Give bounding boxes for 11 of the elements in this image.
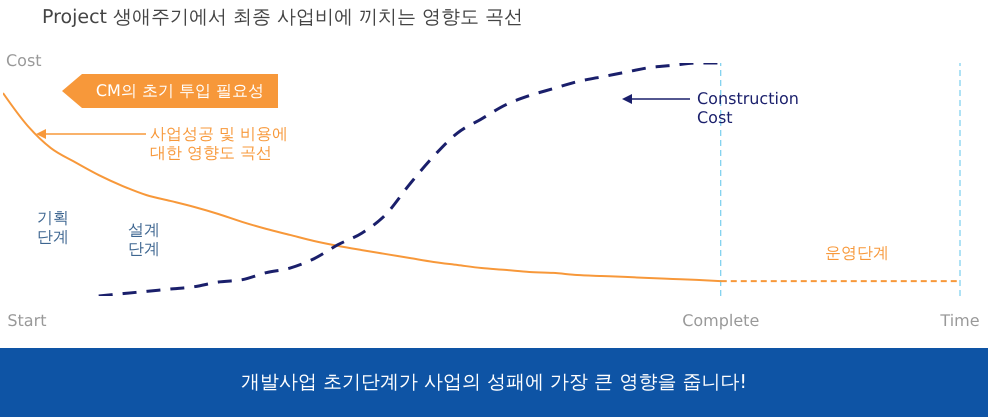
x-tick-label: Complete xyxy=(682,311,760,330)
text: 사업성공 및 비용에 대한 영향도 곡선 xyxy=(150,124,288,162)
annotation: CM의 초기 투입 필요성 xyxy=(94,80,266,102)
annotation: 기획 단계 xyxy=(37,208,69,246)
chart-title: Project 생애주기에서 최종 사업비에 끼치는 영향도 곡선 xyxy=(42,5,524,30)
y-axis-title: Cost xyxy=(6,51,42,70)
annotation: 운영단계 xyxy=(825,243,889,262)
x-tick-label: Start xyxy=(7,311,46,330)
x-tick-label: Time xyxy=(939,311,980,330)
annotation: 설계 단계 xyxy=(128,220,160,258)
legend-label: Construction Cost xyxy=(697,89,799,127)
